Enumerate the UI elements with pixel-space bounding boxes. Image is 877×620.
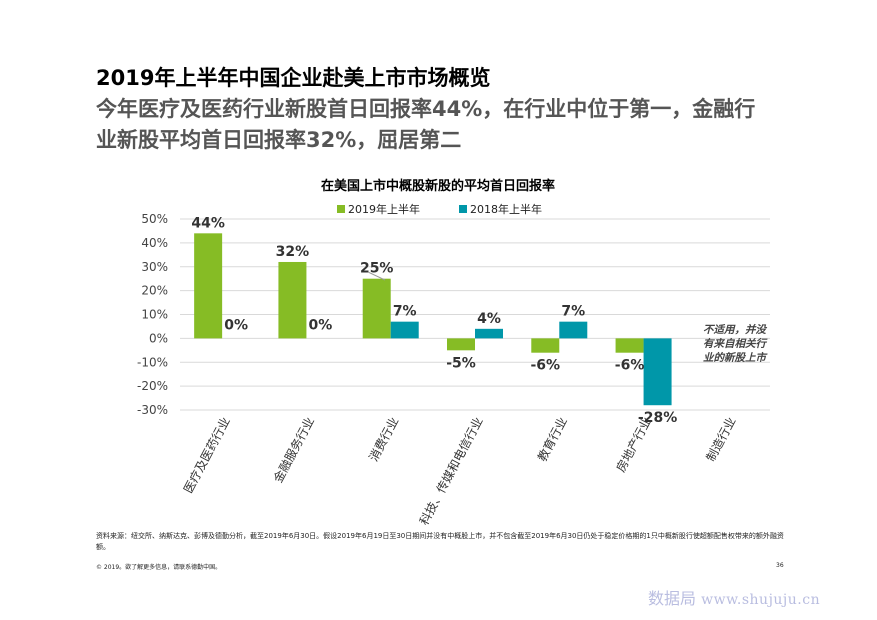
bar: [615, 338, 644, 353]
bar: [475, 328, 503, 339]
page-title: 2019年上半年中国企业赴美上市市场概览: [96, 66, 491, 90]
data-label: -5%: [446, 355, 476, 371]
bars: [194, 233, 672, 406]
watermark-cn: 数据局: [648, 589, 697, 608]
chart-grid: [180, 218, 770, 411]
x-tick-label: 制造行业: [704, 415, 739, 464]
bar: [531, 338, 560, 353]
legend-swatch: [337, 205, 345, 213]
source-note: 资料来源：纽交所、纳斯达克、彭博及德勤分析，截至2019年6月30日。假设201…: [96, 532, 784, 551]
y-tick-label: -10%: [137, 355, 168, 369]
page-subtitle: 今年医疗及医药行业新股首日回报率44%，在行业中位于第一，金融行业新股平均首日回…: [96, 97, 756, 152]
annotation-line: 有来自相关行: [703, 337, 768, 350]
bar: [278, 261, 307, 339]
annotation-line: 不适用，并没: [703, 323, 767, 336]
y-tick-label: -30%: [137, 403, 168, 417]
legend-label: 2018年上半年: [470, 202, 542, 216]
x-axis: 医疗及医药行业 金融服务行业 消费行业 科技、传媒和电信行业 教育行业 房地产行业 制造行业: [181, 414, 739, 527]
data-label: 0%: [224, 317, 248, 333]
data-labels: 44% 0% 32% 0% 25% 7% -5% 4% -6% 7% -6% -28%: [191, 215, 677, 426]
y-tick-label: 30%: [141, 260, 168, 274]
watermark-url: www.shujuju.cn: [701, 592, 821, 608]
data-label: 25%: [360, 261, 394, 277]
y-tick-label: 20%: [141, 284, 168, 298]
x-tick-label: 金融服务行业: [270, 414, 317, 485]
legend-swatch: [459, 205, 467, 213]
data-label: 7%: [393, 304, 417, 320]
x-tick-label: 科技、传媒和电信行业: [416, 414, 486, 527]
y-tick-label: 50%: [141, 212, 168, 226]
y-tick-label: -20%: [137, 379, 168, 393]
watermark: 数据局 www.shujuju.cn: [648, 585, 820, 609]
data-label: 0%: [309, 317, 333, 333]
bar-chart: 在美国上市中概股新股的平均首日回报率 2019年上半年 2018年上半年 50% 4…: [137, 178, 770, 527]
bar: [447, 338, 475, 351]
y-tick-label: 0%: [149, 331, 168, 345]
x-tick-label: 教育行业: [534, 414, 570, 463]
data-label: 4%: [477, 311, 501, 327]
legend-label: 2019年上半年: [348, 202, 420, 216]
y-axis: 50% 40% 30% 20% 10% 0% -10% -20% -30%: [137, 212, 168, 417]
x-tick-label: 医疗及医药行业: [181, 415, 233, 496]
copyright: © 2019。欲了解更多信息，请联系德勤中国。: [96, 564, 222, 571]
data-label: 32%: [276, 244, 310, 260]
data-label: 7%: [561, 304, 585, 320]
chart-legend: 2019年上半年 2018年上半年: [337, 202, 542, 216]
y-tick-label: 10%: [141, 308, 168, 322]
data-label: 44%: [191, 215, 225, 231]
data-label: -28%: [638, 410, 677, 426]
x-tick-label: 房地产行业: [613, 414, 654, 474]
x-tick-label: 消费行业: [366, 415, 401, 464]
data-label: -6%: [530, 358, 560, 374]
bar: [194, 233, 223, 339]
bar: [643, 338, 672, 406]
data-label: -6%: [615, 358, 645, 374]
bar: [390, 321, 419, 339]
annotation-line: 业的新股上市: [703, 351, 768, 364]
chart-title: 在美国上市中概股新股的平均首日回报率: [321, 178, 555, 194]
page-number: 36: [776, 562, 784, 569]
bar: [559, 321, 588, 339]
label-leader-line: [367, 271, 386, 281]
y-tick-label: 40%: [141, 236, 168, 250]
bar: [362, 278, 391, 339]
